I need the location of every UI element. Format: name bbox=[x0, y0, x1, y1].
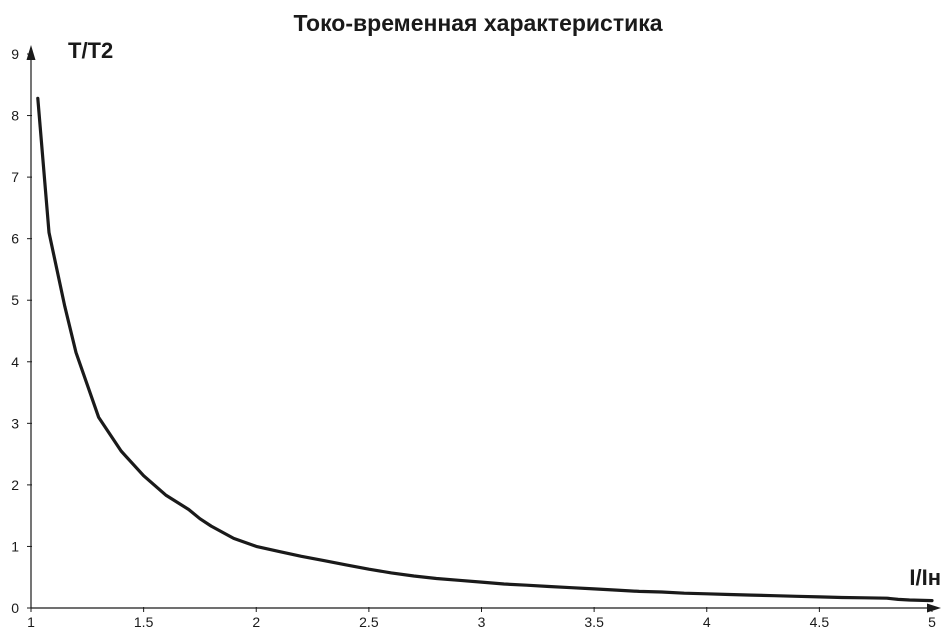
x-tick-label: 5 bbox=[928, 614, 936, 628]
y-tick-label: 2 bbox=[11, 477, 19, 493]
x-tick-label: 4.5 bbox=[810, 614, 830, 628]
x-tick-label: 4 bbox=[703, 614, 711, 628]
y-tick-label: 9 bbox=[11, 46, 19, 62]
chart-title: Токо-временная характеристика bbox=[293, 10, 662, 36]
series-layer bbox=[36, 96, 934, 603]
y-axis-title: T/T2 bbox=[68, 38, 113, 63]
x-axis-title: I/Iн bbox=[909, 565, 941, 590]
x-tick-label: 3 bbox=[478, 614, 486, 628]
x-tick-label: 1 bbox=[27, 614, 35, 628]
x-tick-label: 2.5 bbox=[359, 614, 379, 628]
y-tick-label: 8 bbox=[11, 108, 19, 124]
x-tick-label: 1.5 bbox=[134, 614, 154, 628]
x-tick-label: 2 bbox=[252, 614, 260, 628]
x-axis-arrow bbox=[927, 603, 941, 613]
y-tick-label: 1 bbox=[11, 538, 19, 554]
y-tick-label: 5 bbox=[11, 292, 19, 308]
y-tick-label: 0 bbox=[11, 600, 19, 616]
y-tick-label: 6 bbox=[11, 231, 19, 247]
y-tick-label: 4 bbox=[11, 354, 19, 370]
series-line bbox=[36, 96, 934, 603]
x-tick-label: 3.5 bbox=[584, 614, 604, 628]
axis-ticks bbox=[27, 53, 933, 612]
y-tick-label: 3 bbox=[11, 415, 19, 431]
y-axis-arrow bbox=[26, 45, 36, 60]
y-tick-label: 7 bbox=[11, 169, 19, 185]
